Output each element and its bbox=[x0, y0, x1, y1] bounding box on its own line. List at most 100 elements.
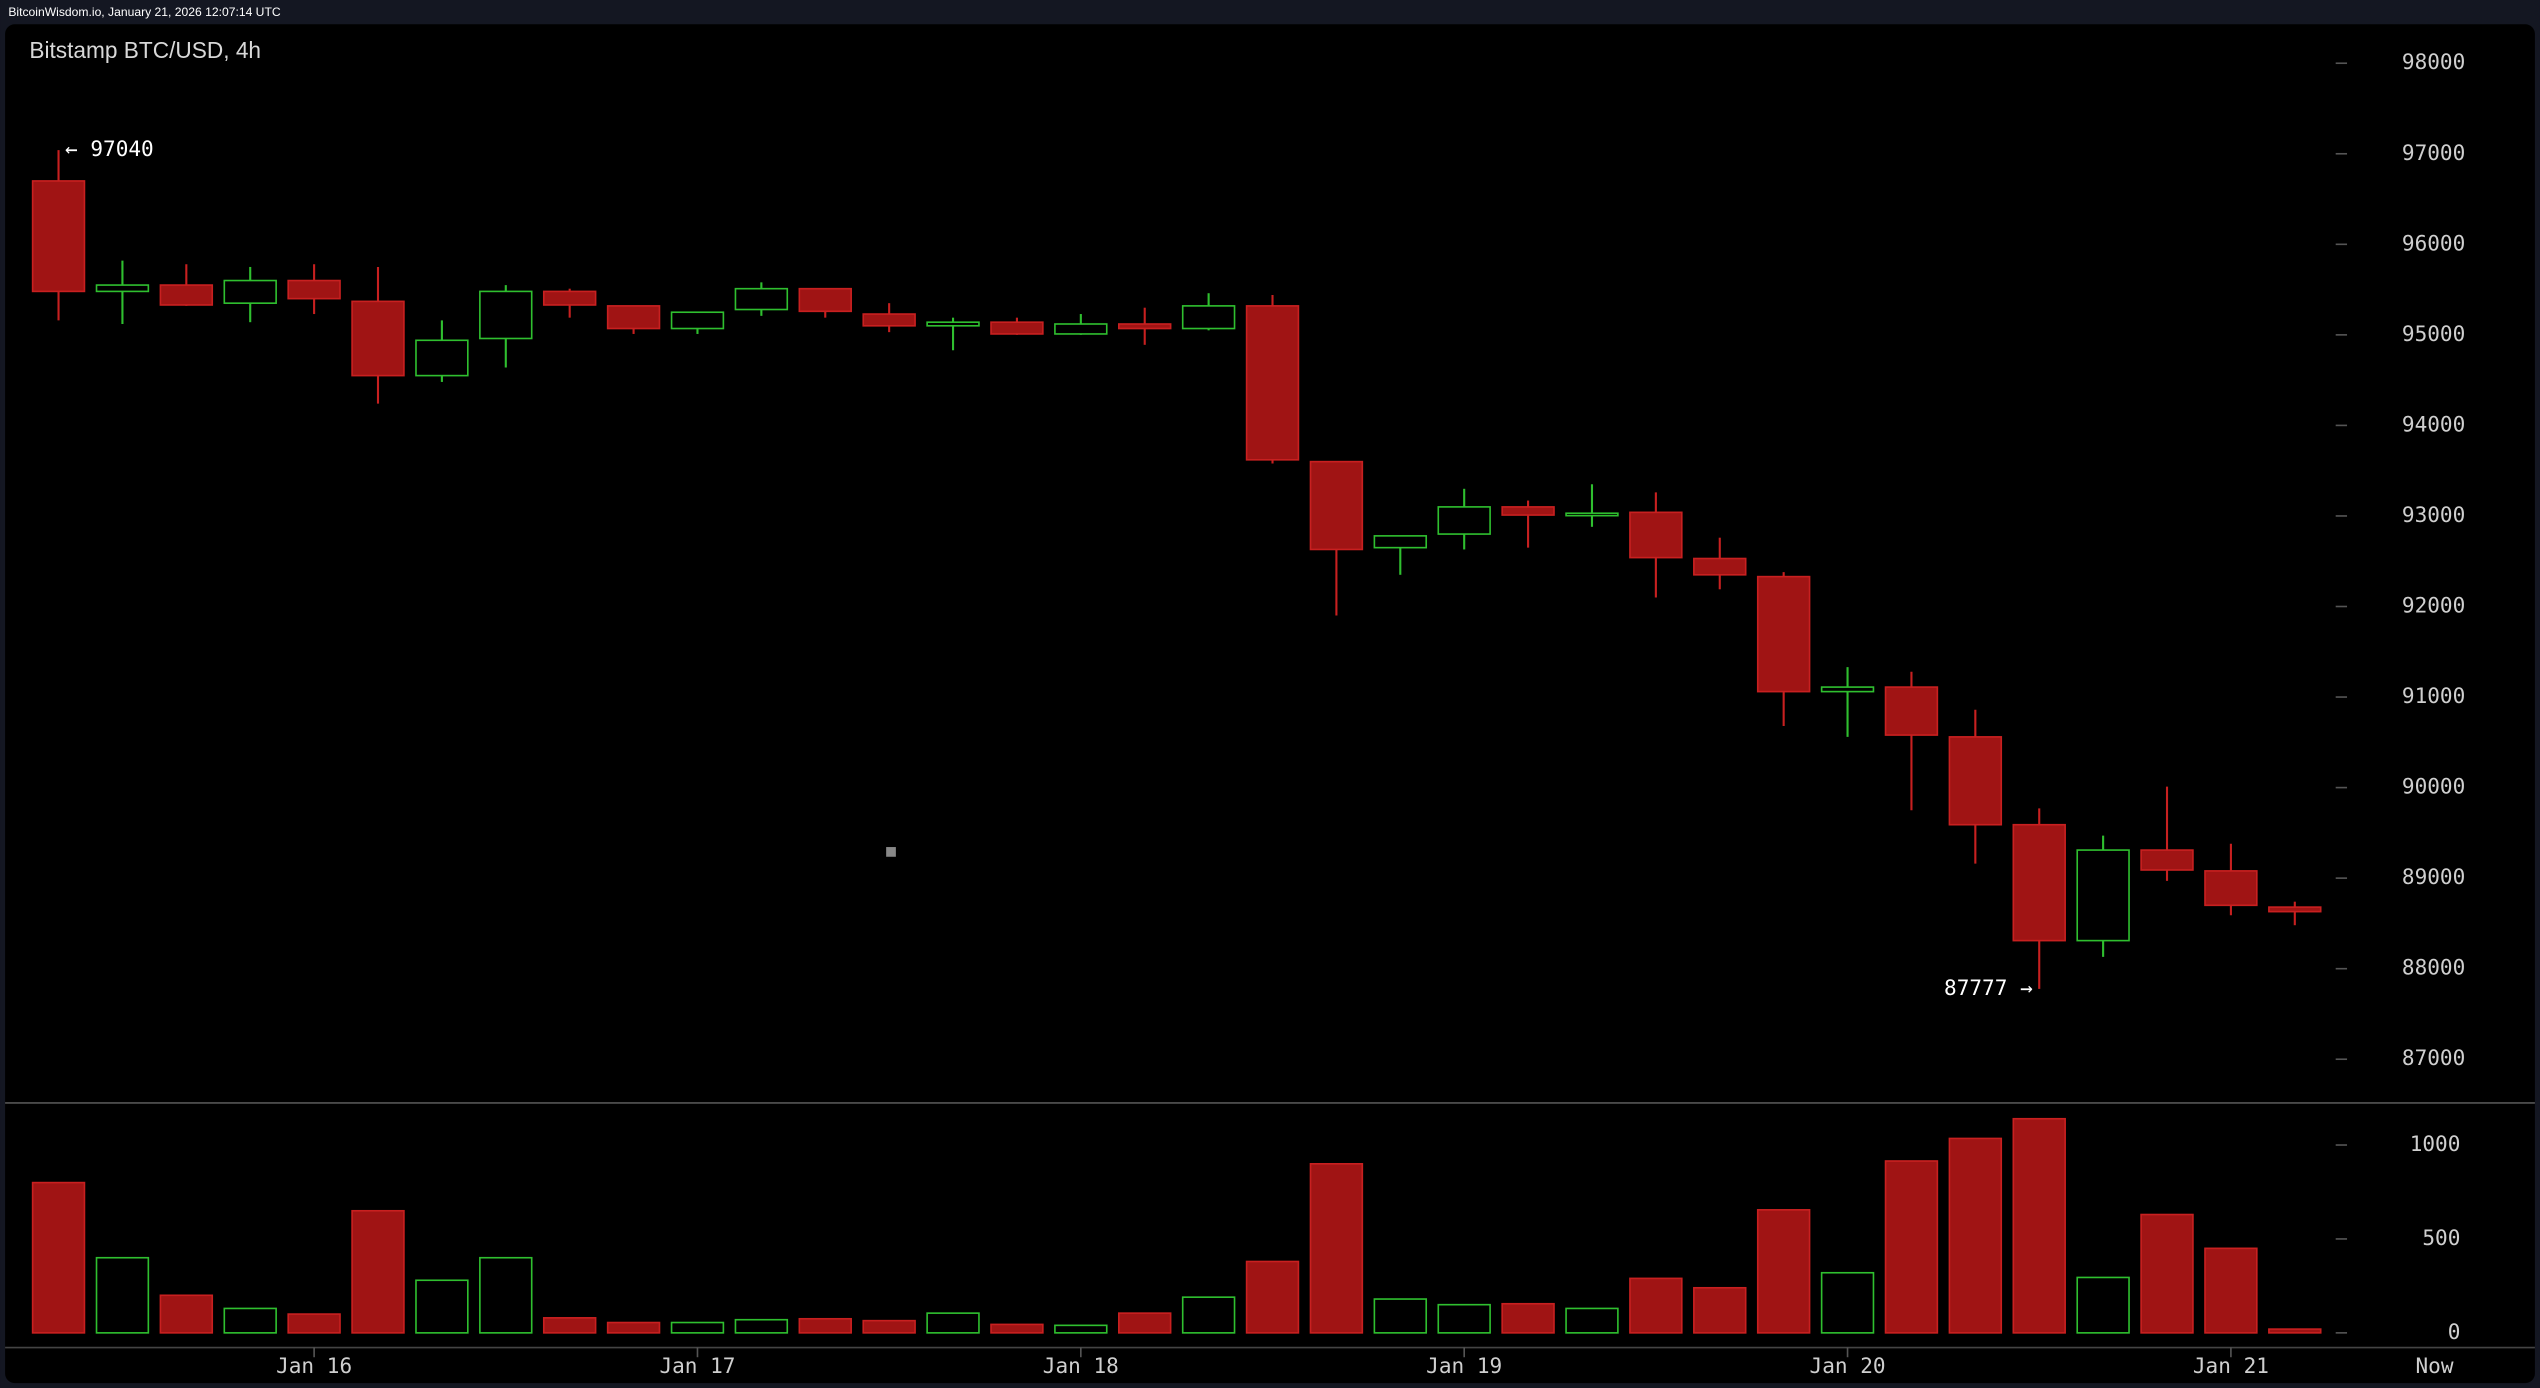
candle-body bbox=[479, 290, 533, 340]
volume-bar bbox=[1181, 1296, 1236, 1334]
candle-body bbox=[2012, 823, 2066, 942]
volume-bar bbox=[1756, 1209, 1811, 1334]
candle-body bbox=[1565, 512, 1619, 517]
volume-bar bbox=[1437, 1303, 1491, 1334]
volume-bar bbox=[734, 1318, 789, 1334]
volume-bar bbox=[1565, 1307, 1619, 1334]
candle-body bbox=[1181, 305, 1236, 330]
candle-body bbox=[862, 313, 916, 327]
candle-body bbox=[1884, 686, 1939, 736]
y-tick-label: 92000 bbox=[2402, 593, 2465, 618]
y-tick-label: 97000 bbox=[2402, 140, 2465, 165]
candle-body bbox=[1054, 323, 1108, 335]
volume-tick-label: 500 bbox=[2422, 1225, 2460, 1250]
cursor-dot bbox=[886, 847, 896, 857]
x-tick-label: Jan 17 bbox=[659, 1353, 735, 1378]
low-annotation: 87777 → bbox=[1944, 975, 2033, 1000]
candle-body bbox=[1245, 305, 1300, 461]
candle-body bbox=[1820, 686, 1875, 693]
volume-bar bbox=[2076, 1276, 2130, 1334]
candle-body bbox=[95, 284, 150, 293]
volume-bar bbox=[1693, 1286, 1747, 1334]
candle-body bbox=[926, 321, 980, 327]
y-tick-label: 94000 bbox=[2402, 411, 2465, 436]
candle-body bbox=[1693, 557, 1747, 576]
candle-body bbox=[2268, 906, 2322, 913]
header-text: BitcoinWisdom.io, January 21, 2026 12:07… bbox=[8, 5, 281, 19]
candle-body bbox=[1948, 736, 2003, 826]
y-tick-label: 88000 bbox=[2402, 955, 2465, 980]
volume-bar bbox=[159, 1294, 214, 1334]
candle-body bbox=[990, 321, 1044, 335]
volume-bar bbox=[479, 1256, 533, 1334]
chart-title: Bitstamp BTC/USD, 4h bbox=[29, 37, 261, 63]
candle-body bbox=[223, 279, 277, 304]
volume-bar bbox=[990, 1323, 1044, 1334]
volume-bar bbox=[1245, 1260, 1300, 1334]
volume-bar bbox=[415, 1279, 469, 1334]
volume-bar bbox=[670, 1321, 725, 1334]
volume-bar bbox=[1884, 1160, 1939, 1334]
candle-body bbox=[2204, 870, 2258, 907]
x-tick-label: Jan 18 bbox=[1043, 1353, 1119, 1378]
candle-body bbox=[1437, 506, 1491, 535]
volume-tick-label: 1000 bbox=[2410, 1131, 2461, 1156]
candle-body bbox=[351, 300, 405, 377]
candle-body bbox=[159, 284, 214, 306]
volume-bar bbox=[95, 1256, 150, 1334]
volume-bar bbox=[2140, 1213, 2194, 1334]
volume-bar bbox=[798, 1317, 852, 1334]
volume-tick-label: 0 bbox=[2448, 1319, 2461, 1344]
y-tick-label: 89000 bbox=[2402, 864, 2465, 889]
volume-bar bbox=[2268, 1328, 2322, 1334]
candle-body bbox=[1118, 323, 1172, 330]
candle-body bbox=[670, 311, 725, 330]
volume-bar bbox=[2204, 1247, 2258, 1334]
candle-body bbox=[1309, 460, 1364, 551]
y-tick-label: 91000 bbox=[2402, 683, 2465, 708]
y-tick-label: 96000 bbox=[2402, 230, 2465, 255]
chart-panel bbox=[5, 24, 2535, 1384]
candle-body bbox=[1501, 506, 1555, 516]
volume-bar bbox=[1309, 1162, 1364, 1334]
volume-bar bbox=[1501, 1302, 1555, 1334]
y-tick-label: 95000 bbox=[2402, 321, 2465, 346]
y-tick-label: 93000 bbox=[2402, 502, 2465, 527]
volume-bar bbox=[862, 1319, 916, 1334]
candle-body bbox=[415, 339, 469, 377]
volume-bar bbox=[606, 1321, 661, 1334]
y-tick-label: 87000 bbox=[2402, 1045, 2465, 1070]
x-tick-label: Jan 19 bbox=[1426, 1353, 1502, 1378]
high-annotation: ← 97040 bbox=[65, 136, 154, 161]
volume-bar bbox=[287, 1313, 341, 1334]
candle-body bbox=[734, 287, 789, 311]
volume-bar bbox=[223, 1307, 277, 1334]
volume-bar bbox=[1629, 1277, 1683, 1334]
volume-bar bbox=[1054, 1324, 1108, 1334]
volume-bar bbox=[1820, 1271, 1875, 1334]
volume-bar bbox=[31, 1181, 86, 1334]
y-tick-label: 90000 bbox=[2402, 774, 2465, 799]
y-tick-label: 98000 bbox=[2402, 49, 2465, 74]
candle-body bbox=[2140, 849, 2194, 871]
x-tick-label: Jan 20 bbox=[1810, 1353, 1886, 1378]
volume-bar bbox=[1118, 1312, 1172, 1334]
x-tick-label: Jan 16 bbox=[276, 1353, 352, 1378]
volume-bar bbox=[926, 1312, 980, 1334]
candle-body bbox=[1756, 575, 1811, 693]
candle-body bbox=[798, 287, 852, 313]
volume-bar bbox=[351, 1209, 405, 1334]
candle-body bbox=[1373, 535, 1428, 549]
candle-body bbox=[31, 180, 86, 293]
x-end-label: Now bbox=[2415, 1353, 2453, 1378]
volume-bar bbox=[1948, 1137, 2003, 1334]
candle-body bbox=[1629, 511, 1683, 559]
candle-body bbox=[2076, 849, 2130, 942]
candle-body bbox=[287, 279, 341, 300]
volume-bar bbox=[2012, 1117, 2066, 1334]
volume-bar bbox=[542, 1317, 597, 1334]
volume-bar bbox=[1373, 1298, 1428, 1334]
x-tick-label: Jan 21 bbox=[2193, 1353, 2269, 1378]
